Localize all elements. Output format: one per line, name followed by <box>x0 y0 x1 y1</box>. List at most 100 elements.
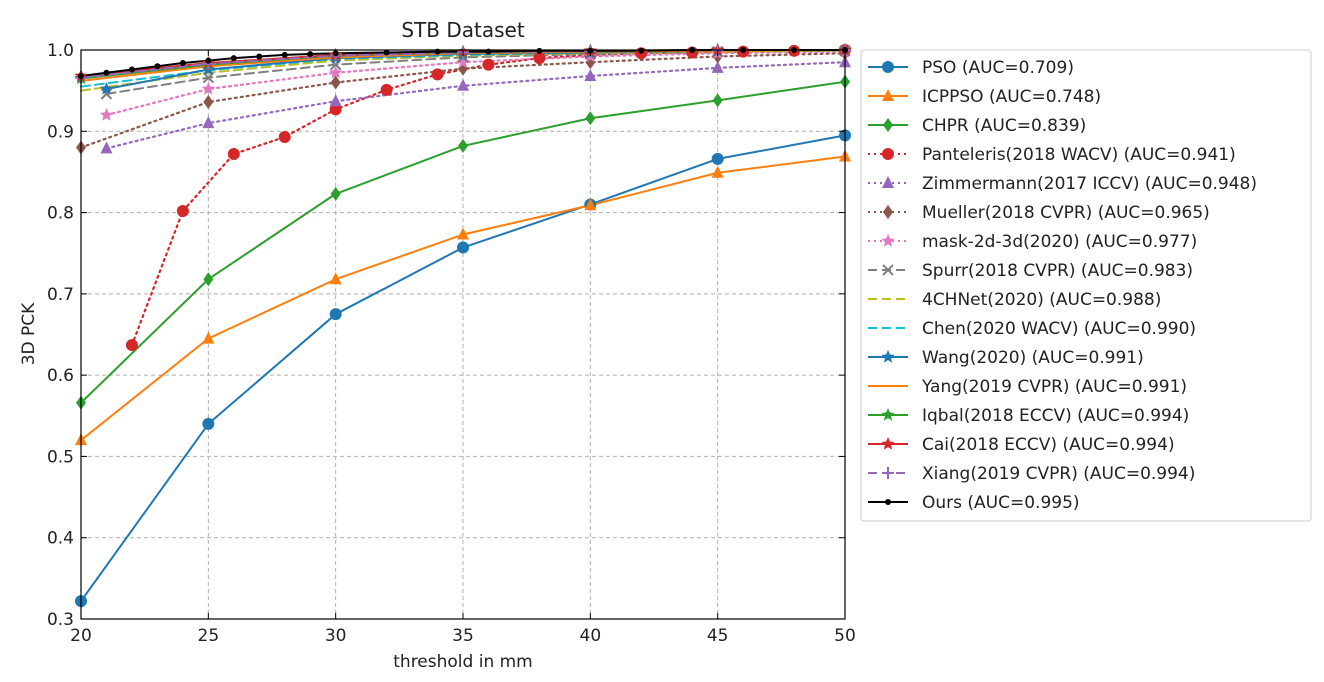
data-point <box>203 272 214 287</box>
data-point <box>584 198 597 211</box>
data-point <box>330 75 341 90</box>
data-point <box>203 95 214 110</box>
x-tick-label: 35 <box>452 626 474 646</box>
data-point <box>154 63 161 70</box>
data-point <box>431 68 444 81</box>
y-tick-label: 0.5 <box>47 447 74 467</box>
legend-label: Wang(2020) (AUC=0.991) <box>922 348 1144 368</box>
y-tick-label: 1.0 <box>47 41 74 61</box>
legend-label: ICPPSO (AUC=0.748) <box>922 87 1101 107</box>
data-point <box>100 141 113 154</box>
data-point <box>307 51 314 58</box>
legend-label: CHPR (AUC=0.839) <box>922 116 1086 136</box>
legend-label: PSO (AUC=0.709) <box>922 58 1074 78</box>
data-point <box>533 52 546 65</box>
data-point <box>584 69 597 82</box>
legend-marker <box>882 264 894 276</box>
data-point <box>329 65 343 79</box>
data-point <box>536 47 543 54</box>
legend-marker <box>883 205 893 219</box>
legend-marker <box>885 499 891 505</box>
legend-label: Panteleris(2018 WACV) (AUC=0.941) <box>922 145 1236 165</box>
x-axis-title: threshold in mm <box>393 652 533 672</box>
data-point <box>457 78 469 91</box>
legend-label: Ours (AUC=0.995) <box>922 493 1080 513</box>
data-point <box>711 60 724 73</box>
data-point <box>278 130 291 143</box>
legend-label: Cai(2018 ECCV) (AUC=0.994) <box>922 435 1175 455</box>
y-tick-label: 0.8 <box>47 204 74 224</box>
x-tick-label: 45 <box>707 626 729 646</box>
data-point <box>99 82 114 95</box>
legend-marker <box>882 467 894 479</box>
data-point <box>329 308 342 321</box>
legend-label: Chen(2020 WACV) (AUC=0.990) <box>922 319 1196 339</box>
data-point <box>585 111 596 126</box>
data-point <box>380 83 393 96</box>
legend-marker <box>881 350 895 363</box>
data-point <box>457 241 469 254</box>
x-tick-label: 50 <box>834 626 856 646</box>
legend-marker <box>881 408 895 421</box>
legend: PSO (AUC=0.709) ICPPSO (AUC=0.748) CHPR (A… <box>860 49 1312 522</box>
data-point <box>256 53 263 60</box>
y-tick-label: 0.9 <box>47 122 74 142</box>
legend-label: mask-2d-3d(2020) (AUC=0.977) <box>922 232 1197 252</box>
data-point <box>230 55 237 62</box>
data-point <box>176 204 189 217</box>
data-point <box>711 165 724 178</box>
data-point <box>125 339 138 352</box>
data-point <box>329 103 342 116</box>
y-tick-label: 0.7 <box>47 285 74 305</box>
x-tick-label: 25 <box>198 626 220 646</box>
data-point <box>482 58 495 71</box>
data-point <box>179 60 186 67</box>
chart-title: STB Dataset <box>401 18 524 42</box>
data-point <box>99 108 114 121</box>
legend-marker <box>883 118 893 132</box>
data-point <box>456 55 470 68</box>
data-point <box>638 47 645 54</box>
legend-label: Yang(2019 CVPR) (AUC=0.991) <box>921 377 1187 397</box>
legend-marker <box>882 148 894 160</box>
data-point <box>711 152 724 165</box>
data-point <box>227 148 240 161</box>
legend-label: Iqbal(2018 ECCV) (AUC=0.994) <box>922 406 1189 426</box>
data-point <box>202 331 215 344</box>
data-point <box>458 138 468 153</box>
y-tick-label: 0.3 <box>47 610 74 630</box>
data-point <box>128 66 135 73</box>
x-tick-label: 30 <box>325 626 347 646</box>
y-tick-label: 0.6 <box>47 366 74 386</box>
data-point <box>205 57 212 64</box>
data-point <box>457 227 469 240</box>
y-tick-label: 0.4 <box>47 529 74 549</box>
data-point <box>712 93 723 108</box>
legend-marker <box>881 234 895 247</box>
data-point <box>100 88 113 100</box>
data-point <box>202 417 215 430</box>
legend-label: Spurr(2018 CVPR) (AUC=0.983) <box>922 261 1193 281</box>
legend-label: 4CHNet(2020) (AUC=0.988) <box>922 290 1161 310</box>
data-point <box>281 51 288 58</box>
legend-label: Xiang(2019 CVPR) (AUC=0.994) <box>922 464 1195 484</box>
data-point <box>329 272 342 285</box>
legend-label: Mueller(2018 CVPR) (AUC=0.965) <box>922 203 1210 223</box>
legend-marker <box>882 89 894 101</box>
data-point <box>330 186 341 201</box>
legend-marker <box>882 61 894 73</box>
legend-marker <box>882 176 894 188</box>
data-point <box>201 82 215 95</box>
legend-label: Zimmermann(2017 ICCV) (AUC=0.948) <box>922 174 1257 194</box>
data-point <box>329 94 342 107</box>
data-point <box>103 69 110 76</box>
legend-marker <box>881 437 895 450</box>
y-axis-title: 3D PCK <box>19 302 39 365</box>
legend-frame <box>860 49 1312 522</box>
data-point <box>383 49 390 56</box>
x-tick-label: 40 <box>580 626 602 646</box>
x-tick-label: 20 <box>70 626 92 646</box>
data-point <box>202 116 215 129</box>
axis-ticks: 20 25 30 35 40 45 50 0.3 0.4 0.5 0.6 0.7 0.8 0.9 1.0 <box>47 41 856 646</box>
